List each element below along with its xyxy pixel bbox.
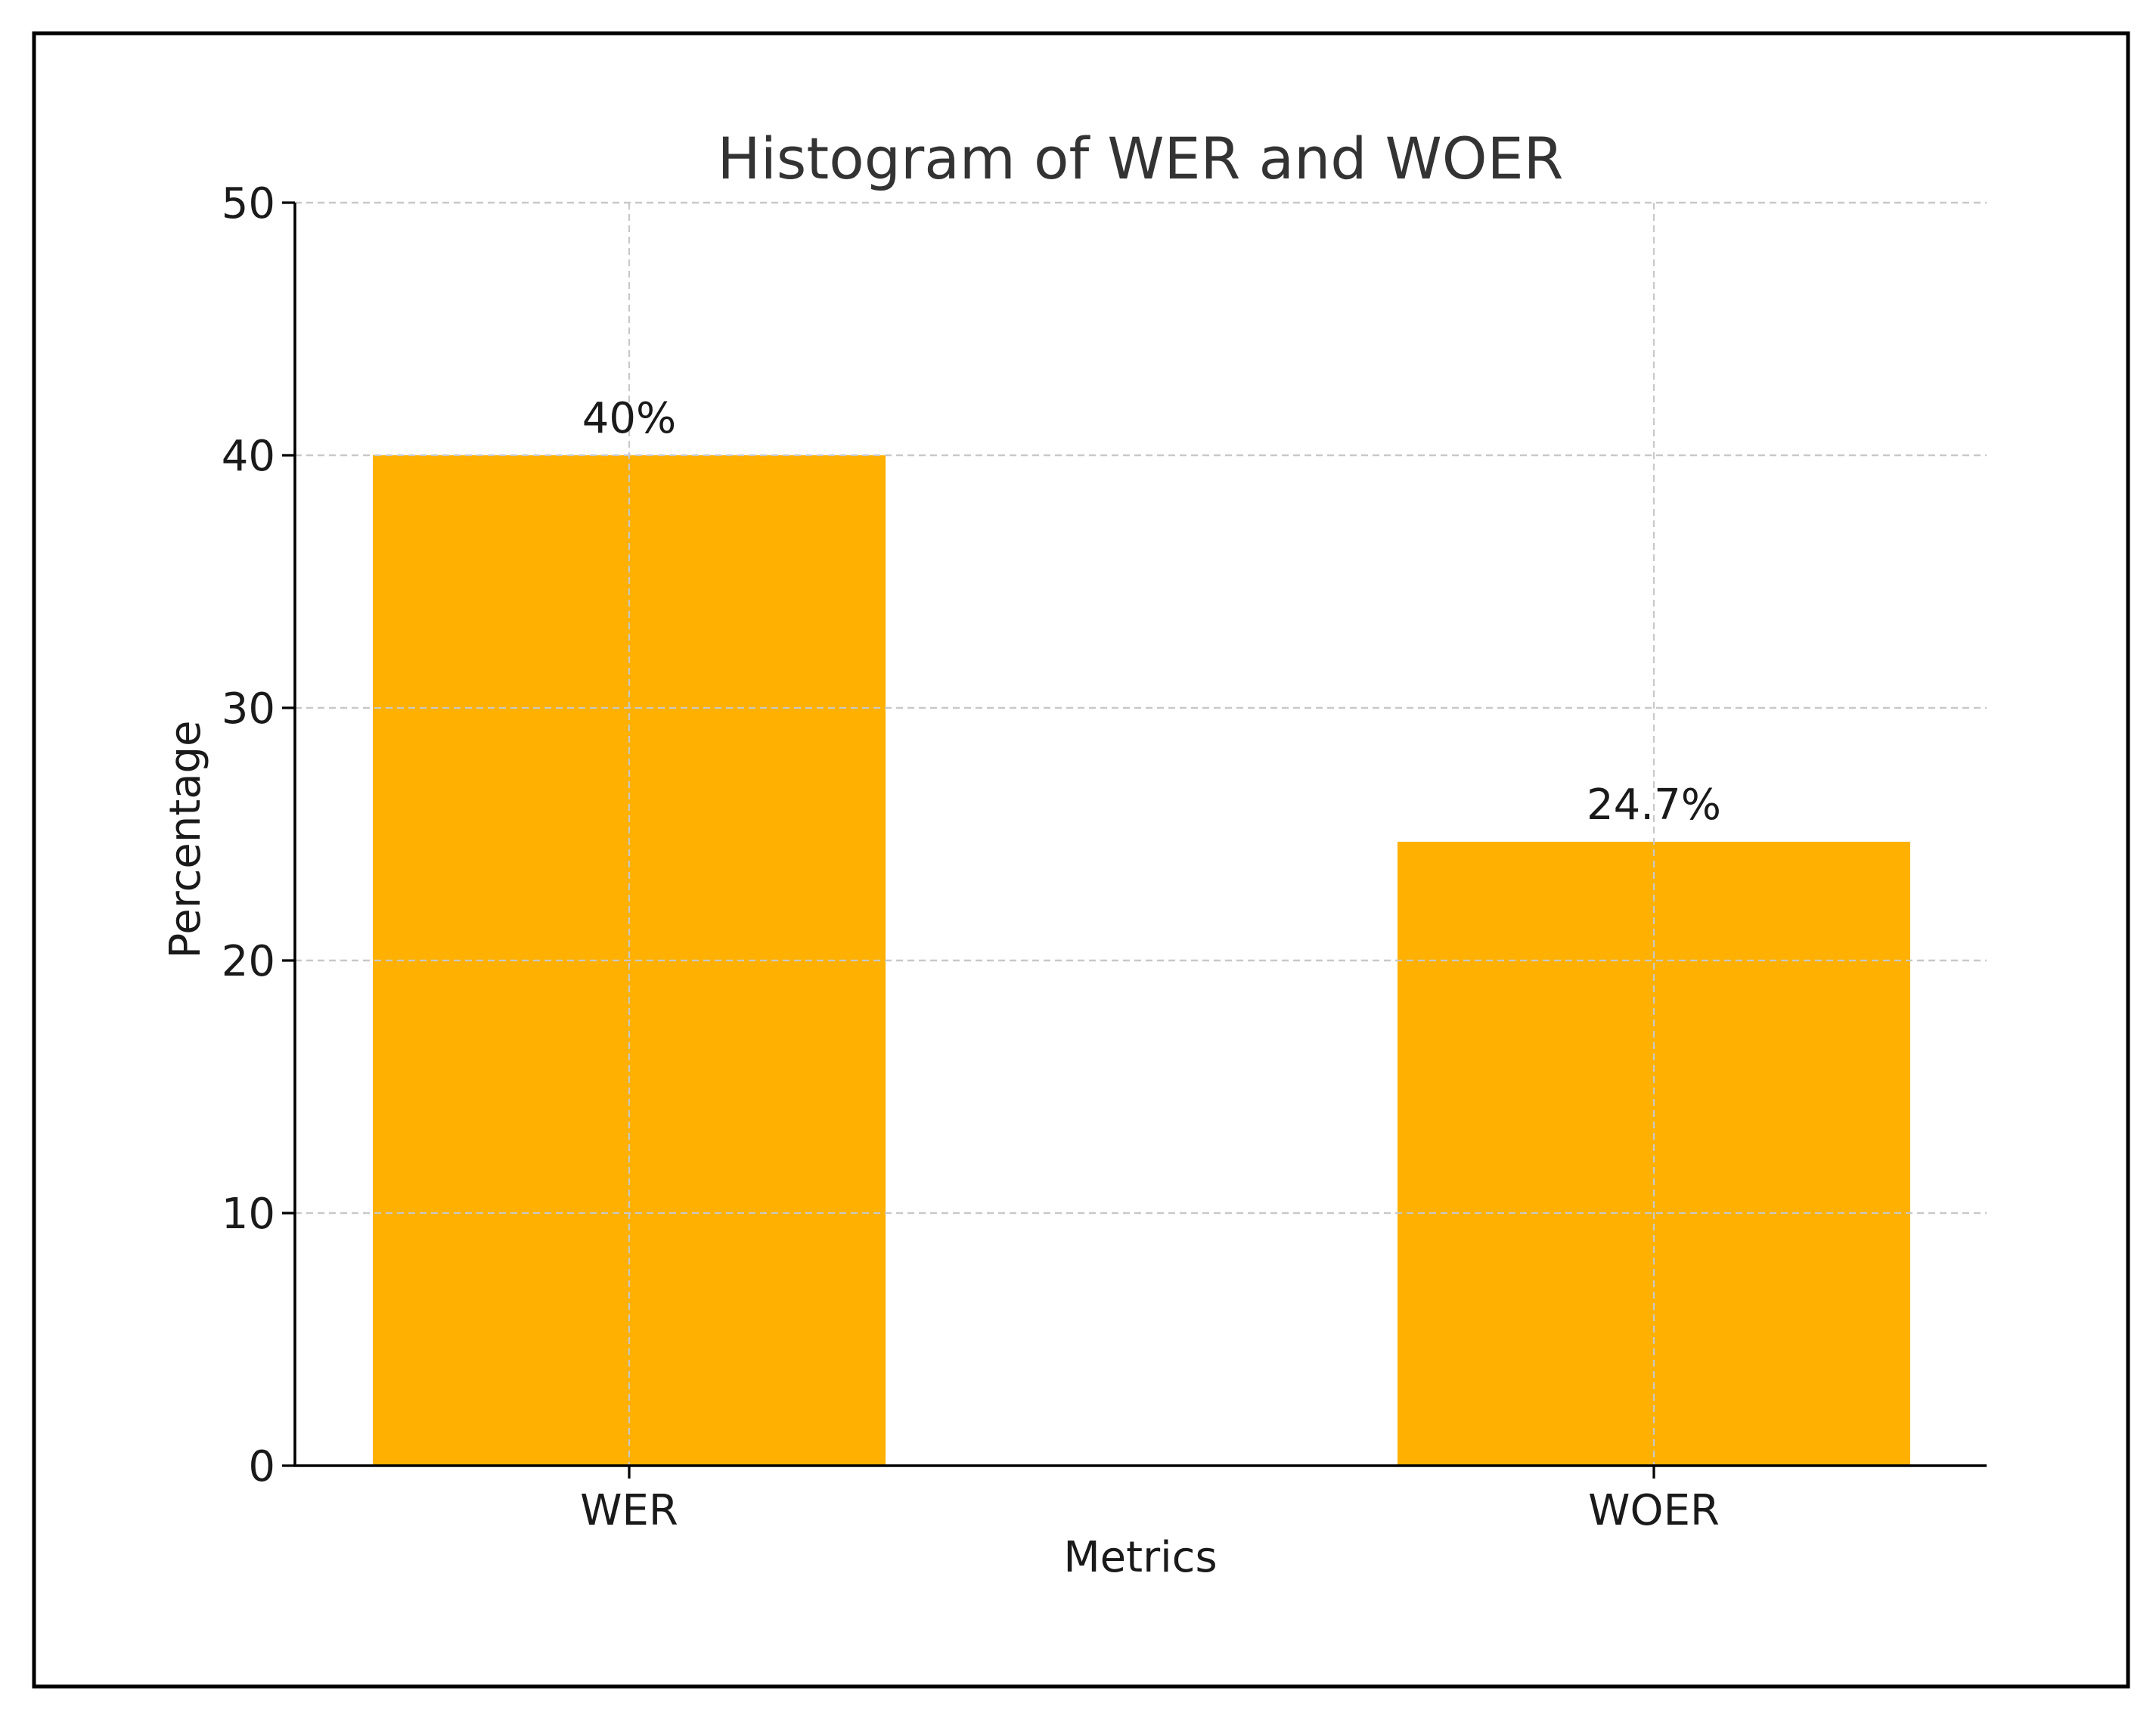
x-tick-label: WER [580, 1486, 678, 1535]
y-tick-label: 0 [248, 1442, 275, 1491]
x-tick-label: WOER [1588, 1486, 1720, 1535]
y-tick-label: 30 [222, 684, 275, 734]
data-label: 24.7% [1587, 780, 1721, 830]
x-axis-ticks: WER WOER [580, 1466, 1720, 1535]
x-axis-label: Metrics [1063, 1533, 1217, 1582]
data-label: 40% [582, 394, 676, 443]
y-tick-label: 20 [222, 937, 275, 986]
figure-border [32, 31, 2130, 1689]
y-tick-label: 10 [222, 1190, 275, 1239]
data-labels: 40% 24.7% [582, 394, 1721, 830]
y-axis-ticks: 0 10 20 30 40 50 [222, 179, 295, 1491]
chart-title: Histogram of WER and WOER [718, 125, 1564, 192]
y-axis-label: Percentage [161, 720, 210, 958]
y-tick-label: 40 [222, 432, 275, 481]
bars [295, 201, 1987, 1466]
y-tick-label: 50 [222, 179, 275, 228]
